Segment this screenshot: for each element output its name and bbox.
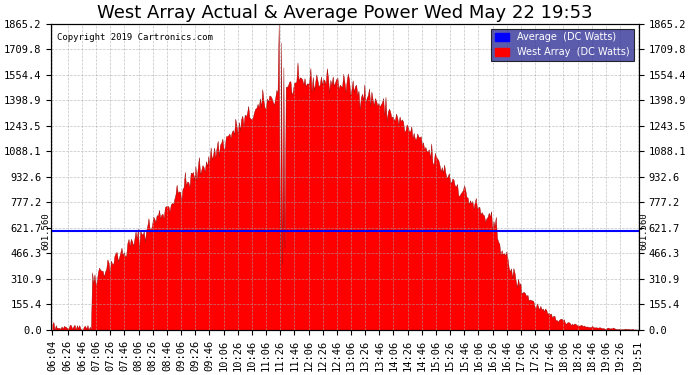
Legend: Average  (DC Watts), West Array  (DC Watts): Average (DC Watts), West Array (DC Watts… bbox=[491, 28, 633, 61]
Text: Copyright 2019 Cartronics.com: Copyright 2019 Cartronics.com bbox=[57, 33, 213, 42]
Text: 601.560: 601.560 bbox=[639, 212, 648, 250]
Title: West Array Actual & Average Power Wed May 22 19:53: West Array Actual & Average Power Wed Ma… bbox=[97, 4, 593, 22]
Text: 601.560: 601.560 bbox=[42, 212, 51, 250]
